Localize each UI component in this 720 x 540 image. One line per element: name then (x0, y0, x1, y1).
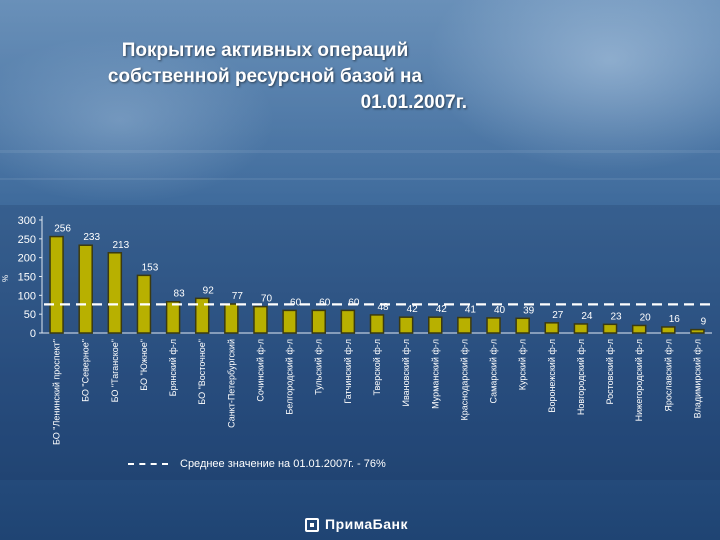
bar (224, 303, 239, 334)
bar (107, 252, 123, 334)
bar (515, 317, 530, 334)
bar (165, 300, 181, 334)
bar (428, 316, 443, 334)
bar (398, 316, 414, 334)
category-label: Тверской ф-л (372, 339, 382, 396)
bar (457, 316, 472, 334)
y-tick-label: 150 (18, 272, 36, 284)
category-label: Нижегородский ф-л (634, 339, 644, 421)
bar (282, 309, 297, 334)
bar-value-label: 40 (494, 305, 506, 316)
bar (311, 309, 326, 334)
title-line-2: собственной ресурсной базой на (107, 66, 423, 87)
bar-value-label: 213 (112, 240, 129, 251)
header-background (0, 0, 720, 200)
title-line-1: Покрытие активных операций (121, 40, 409, 61)
bar (690, 328, 705, 334)
category-label: Санкт-Петербургский (226, 339, 236, 428)
bar-value-label: 256 (54, 224, 71, 235)
bank-logo: ПримаБанк (305, 516, 408, 540)
header-stripe (0, 178, 720, 180)
bar (573, 323, 589, 334)
average-line-swatch (128, 463, 168, 465)
y-tick-label: 250 (18, 234, 36, 246)
category-label: Воронежский ф-л (547, 339, 557, 413)
bar (544, 322, 560, 334)
category-label: Ярославский ф-л (663, 339, 673, 412)
y-tick-label: 300 (18, 215, 36, 227)
bar-value-label: 42 (436, 304, 448, 315)
chart-legend: Среднее значение на 01.01.2007г. - 76% (128, 457, 386, 471)
bar (661, 326, 676, 334)
category-label: Тульский ф-л (314, 339, 324, 395)
bank-logo-name: ПримаБанк (325, 516, 408, 532)
bar (49, 235, 64, 334)
bar-value-label: 60 (348, 297, 360, 308)
y-tick-label: 100 (18, 290, 36, 302)
bar-value-label: 41 (465, 305, 477, 316)
y-tick-label: 50 (24, 309, 36, 321)
bar-value-label: 20 (640, 312, 652, 323)
category-label: БО "Восточное" (197, 339, 207, 405)
bar-value-label: 60 (319, 297, 331, 308)
bar-value-label: 77 (232, 291, 244, 302)
category-label: Сочинский ф-л (255, 339, 265, 402)
bank-logo-icon (305, 518, 319, 532)
bar-value-label: 60 (290, 297, 302, 308)
header-stripe (0, 150, 720, 153)
bar-value-label: 16 (669, 314, 681, 325)
y-tick-label: 0 (30, 328, 36, 340)
bar (194, 297, 210, 334)
page-title: Покрытие активных операций собственной р… (55, 38, 475, 116)
category-label: Владимирский ф-л (692, 339, 702, 418)
bar-value-label: 233 (83, 232, 100, 243)
bar-value-label: 39 (523, 305, 535, 316)
category-label: Гатчинский ф-л (343, 339, 353, 404)
category-label: Ивановский ф-л (401, 339, 411, 406)
category-label: Ростовский ф-л (605, 339, 615, 404)
bar-value-label: 83 (174, 289, 186, 300)
bar-value-label: 48 (377, 302, 389, 313)
bar (78, 244, 93, 334)
chart-panel (0, 205, 720, 480)
bar-value-label: 24 (581, 311, 593, 322)
y-tick-label: 200 (18, 253, 36, 265)
category-label: БО "Южное" (139, 339, 149, 391)
bar-value-label: 153 (142, 262, 159, 273)
category-label: Самарский ф-л (489, 339, 499, 403)
bar (369, 314, 385, 334)
category-label: Курский ф-л (518, 339, 528, 390)
bar (340, 309, 356, 334)
bar-value-label: 9 (701, 317, 707, 328)
category-label: Брянский ф-л (168, 339, 178, 396)
category-label: БО "Таганское" (110, 339, 120, 402)
bar (602, 323, 618, 334)
bar (253, 305, 268, 334)
category-label: БО "Северное" (81, 339, 91, 402)
category-label: Мурманский ф-л (430, 339, 440, 409)
bar (631, 324, 647, 334)
category-label: Белгородский ф-л (285, 339, 295, 415)
category-label: Новгородский ф-л (576, 339, 586, 415)
bar-value-label: 23 (610, 311, 622, 322)
category-label: Краснодарский ф-л (459, 339, 469, 420)
bar-value-label: 27 (552, 310, 564, 321)
y-axis-label: % (1, 275, 10, 282)
bar-value-label: 42 (407, 304, 419, 315)
category-label: БО "Ленинский проспект" (52, 339, 62, 445)
bar-value-label: 70 (261, 294, 273, 305)
title-line-3: 01.01.2007г. (360, 92, 467, 113)
legend-label: Среднее значение на 01.01.2007г. - 76% (180, 458, 386, 470)
bar-value-label: 92 (203, 285, 215, 296)
bar (486, 317, 501, 334)
